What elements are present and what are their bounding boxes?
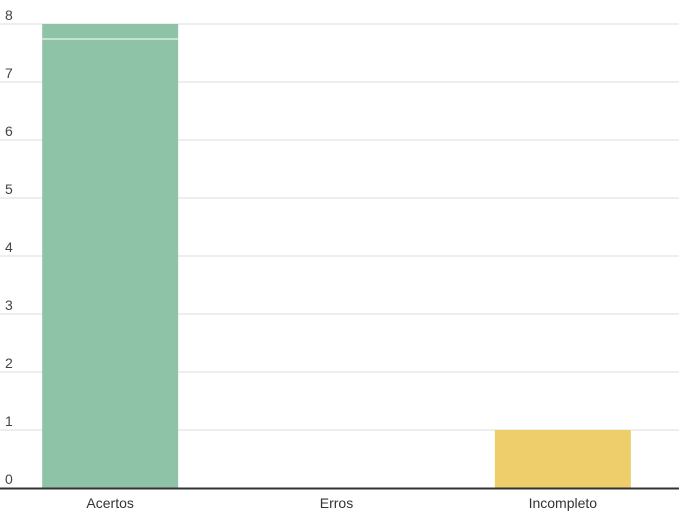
bars [42, 24, 631, 488]
x-label-erros: Erros [320, 495, 353, 511]
y-tick-label: 4 [5, 239, 13, 255]
bar-incompleto[interactable] [494, 430, 631, 488]
y-tick-label: 5 [5, 181, 13, 197]
y-axis-tick-labels: 0 1 2 3 4 5 6 7 8 [5, 7, 13, 487]
y-tick-label: 7 [5, 65, 13, 81]
y-tick-label: 0 [5, 471, 13, 487]
y-tick-label: 6 [5, 123, 13, 139]
y-tick-label: 8 [5, 7, 13, 23]
y-tick-label: 2 [5, 355, 13, 371]
x-label-acertos: Acertos [86, 495, 133, 511]
x-axis-category-labels: Acertos Erros Incompleto [86, 495, 597, 511]
y-tick-label: 1 [5, 413, 13, 429]
x-label-incompleto: Incompleto [529, 495, 598, 511]
bar-acertos[interactable] [42, 24, 179, 488]
y-tick-label: 3 [5, 297, 13, 313]
